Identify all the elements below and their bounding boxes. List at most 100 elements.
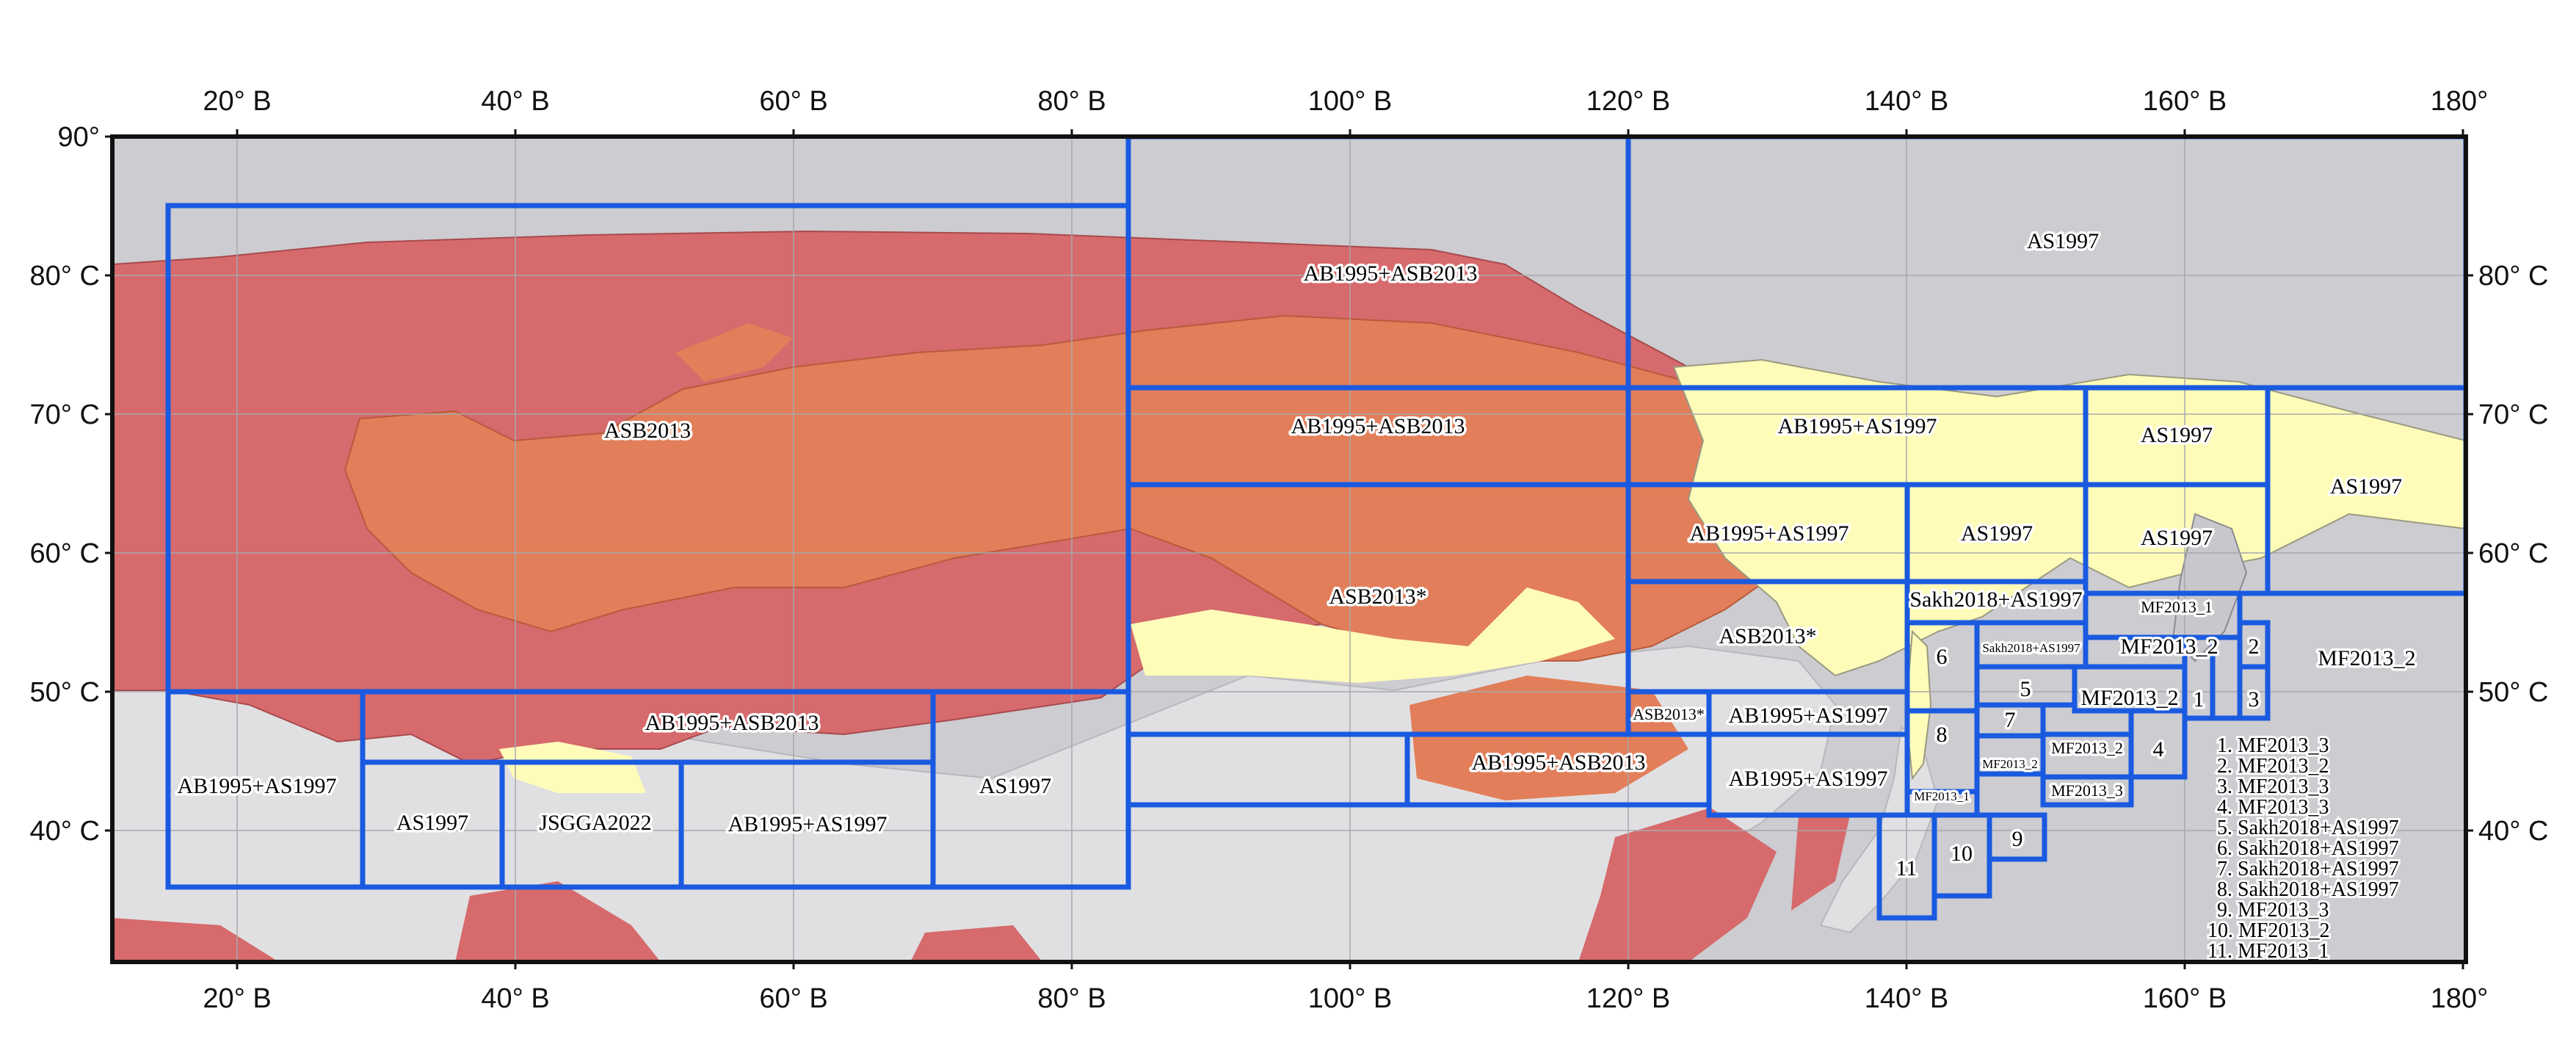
left-tick-label: 60° С bbox=[30, 538, 100, 569]
bottom-tick-label: 60° В bbox=[759, 983, 827, 1014]
region-label: AB1995+AS1997 bbox=[178, 774, 337, 798]
region-label: MF2013_2 bbox=[2080, 686, 2178, 710]
region-label: 6 bbox=[1937, 645, 1948, 669]
top-tick-labels: 20° В 40° В 60° В 80° В 100° В 120° В 14… bbox=[203, 86, 2488, 117]
top-tick-label: 120° В bbox=[1586, 86, 1671, 117]
legend-item: 6. Sakh2018+AS1997 bbox=[2217, 837, 2399, 860]
region-label: 1 bbox=[2194, 687, 2205, 712]
region-label: AS1997 bbox=[2027, 229, 2099, 253]
region-label: AS1997 bbox=[979, 774, 1051, 798]
region-label: AS1997 bbox=[2141, 423, 2213, 447]
region-label: AB1995+AS1997 bbox=[1729, 703, 1888, 728]
region-label: AS1997 bbox=[1961, 521, 2033, 546]
region-label: 3 bbox=[2249, 687, 2260, 712]
region-label: 8 bbox=[1937, 723, 1948, 747]
top-tick-label: 140° В bbox=[1865, 86, 1949, 117]
legend-item: 1. MF2013_3 bbox=[2217, 734, 2329, 757]
legend-item: 5. Sakh2018+AS1997 bbox=[2217, 817, 2399, 839]
region-label: MF2013_1 bbox=[1914, 789, 1970, 803]
zone-south-red-3 bbox=[910, 925, 1042, 962]
region-label: Sakh2018+AS1997 bbox=[1982, 641, 2080, 655]
zone-south-red-2 bbox=[455, 881, 661, 962]
right-tick-label: 50° С bbox=[2478, 677, 2548, 708]
region-label: 10 bbox=[1951, 842, 1973, 866]
legend-item: 11. MF2013_1 bbox=[2207, 940, 2329, 963]
legend-item: 10. MF2013_2 bbox=[2207, 919, 2329, 942]
region-label: ASB2013* bbox=[1719, 624, 1816, 648]
tick-marks bbox=[105, 129, 2473, 969]
left-tick-label: 90° bbox=[58, 122, 100, 153]
region-label: AB1995+ASB2013 bbox=[645, 711, 819, 735]
right-tick-label: 40° С bbox=[2478, 816, 2548, 847]
right-tick-label: 70° С bbox=[2478, 399, 2548, 430]
zone-orange-island bbox=[675, 323, 793, 382]
top-tick-label: 40° В bbox=[481, 86, 549, 117]
top-tick-label: 60° В bbox=[759, 86, 827, 117]
top-tick-label: 20° В bbox=[203, 86, 271, 117]
region-labels: AS1997 AB1995+ASB2013 ASB2013 AB1995+ASB… bbox=[175, 227, 2418, 883]
legend: 1. MF2013_3 2. MF2013_2 3. MF2013_3 4. M… bbox=[2205, 732, 2401, 963]
region-label: MF2013_2 bbox=[2318, 646, 2415, 670]
region-label: AB1995+AS1997 bbox=[1690, 521, 1849, 546]
top-tick-label: 180° bbox=[2431, 86, 2489, 117]
region-label: AB1995+AS1997 bbox=[1729, 767, 1888, 791]
bottom-tick-label: 40° В bbox=[481, 983, 549, 1014]
bottom-tick-label: 140° В bbox=[1865, 983, 1949, 1014]
left-tick-label: 50° С bbox=[30, 677, 100, 708]
region-label: MF2013_2 bbox=[2120, 634, 2218, 659]
region-label: 4 bbox=[2153, 737, 2164, 761]
left-tick-label: 70° С bbox=[30, 399, 100, 430]
region-label: AB1995+ASB2013 bbox=[1472, 750, 1646, 775]
region-label: AB1995+AS1997 bbox=[728, 812, 888, 836]
zone-south-red-5 bbox=[1791, 815, 1850, 911]
legend-item: 2. MF2013_2 bbox=[2217, 755, 2329, 778]
zone-yellow-central bbox=[1131, 587, 1615, 683]
bottom-tick-label: 180° bbox=[2431, 983, 2489, 1014]
bottom-tick-label: 120° В bbox=[1586, 983, 1671, 1014]
region-label: 11 bbox=[1896, 856, 1918, 880]
top-tick-label: 100° В bbox=[1308, 86, 1393, 117]
legend-item: 7. Sakh2018+AS1997 bbox=[2217, 858, 2399, 880]
region-label: 7 bbox=[2005, 708, 2016, 732]
bottom-tick-label: 100° В bbox=[1308, 983, 1393, 1014]
map-frame bbox=[110, 134, 2468, 964]
region-label: MF2013_2 bbox=[2051, 739, 2123, 757]
region-label: AS1997 bbox=[2330, 474, 2402, 499]
bottom-tick-label: 80° В bbox=[1037, 983, 1106, 1014]
top-tick-label: 160° В bbox=[2143, 86, 2227, 117]
top-tick-label: 80° В bbox=[1037, 86, 1106, 117]
region-label: 9 bbox=[2012, 827, 2023, 851]
right-tick-label: 60° С bbox=[2478, 538, 2548, 569]
legend-item: 8. Sakh2018+AS1997 bbox=[2217, 878, 2399, 901]
region-label: 5 bbox=[2020, 677, 2031, 701]
region-label: AB1995+ASB2013 bbox=[1291, 414, 1465, 438]
zone-yellow-caspian bbox=[499, 742, 646, 793]
region-label: ASB2013 bbox=[604, 419, 691, 443]
region-label: ASB2013* bbox=[1633, 705, 1705, 723]
region-label: 2 bbox=[2249, 634, 2260, 659]
region-label: AB1995+AS1997 bbox=[1778, 414, 1937, 438]
legend-item: 9. MF2013_3 bbox=[2217, 899, 2329, 922]
zone-orange-southeast bbox=[1409, 676, 1688, 800]
region-label: MF2013_3 bbox=[2051, 781, 2123, 800]
region-label: Sakh2018+AS1997 bbox=[1909, 587, 2082, 612]
legend-item: 4. MF2013_3 bbox=[2217, 796, 2329, 819]
bottom-tick-label: 20° В bbox=[203, 983, 271, 1014]
right-tick-labels: 80° С 70° С 60° С 50° С 40° С bbox=[2478, 261, 2548, 847]
region-label: MF2013_1 bbox=[2141, 598, 2213, 616]
kamchatka-peninsula bbox=[2172, 513, 2248, 662]
region-label: JSGGA2022 bbox=[539, 811, 651, 835]
left-tick-labels: 90° 80° С 70° С 60° С 50° С 40° С bbox=[30, 122, 100, 847]
bottom-tick-label: 160° В bbox=[2143, 983, 2227, 1014]
region-label: MF2013_2 bbox=[1982, 757, 2038, 771]
left-tick-label: 40° С bbox=[30, 816, 100, 847]
region-label: AB1995+ASB2013 bbox=[1304, 261, 1478, 286]
region-label: AS1997 bbox=[2141, 526, 2213, 550]
legend-item: 3. MF2013_3 bbox=[2217, 775, 2329, 798]
left-tick-label: 80° С bbox=[30, 261, 100, 292]
right-tick-label: 80° С bbox=[2478, 261, 2548, 292]
bottom-tick-labels: 20° В 40° В 60° В 80° В 100° В 120° В 14… bbox=[203, 983, 2488, 1014]
region-boxes bbox=[165, 137, 2466, 921]
region-label: AS1997 bbox=[396, 811, 468, 835]
